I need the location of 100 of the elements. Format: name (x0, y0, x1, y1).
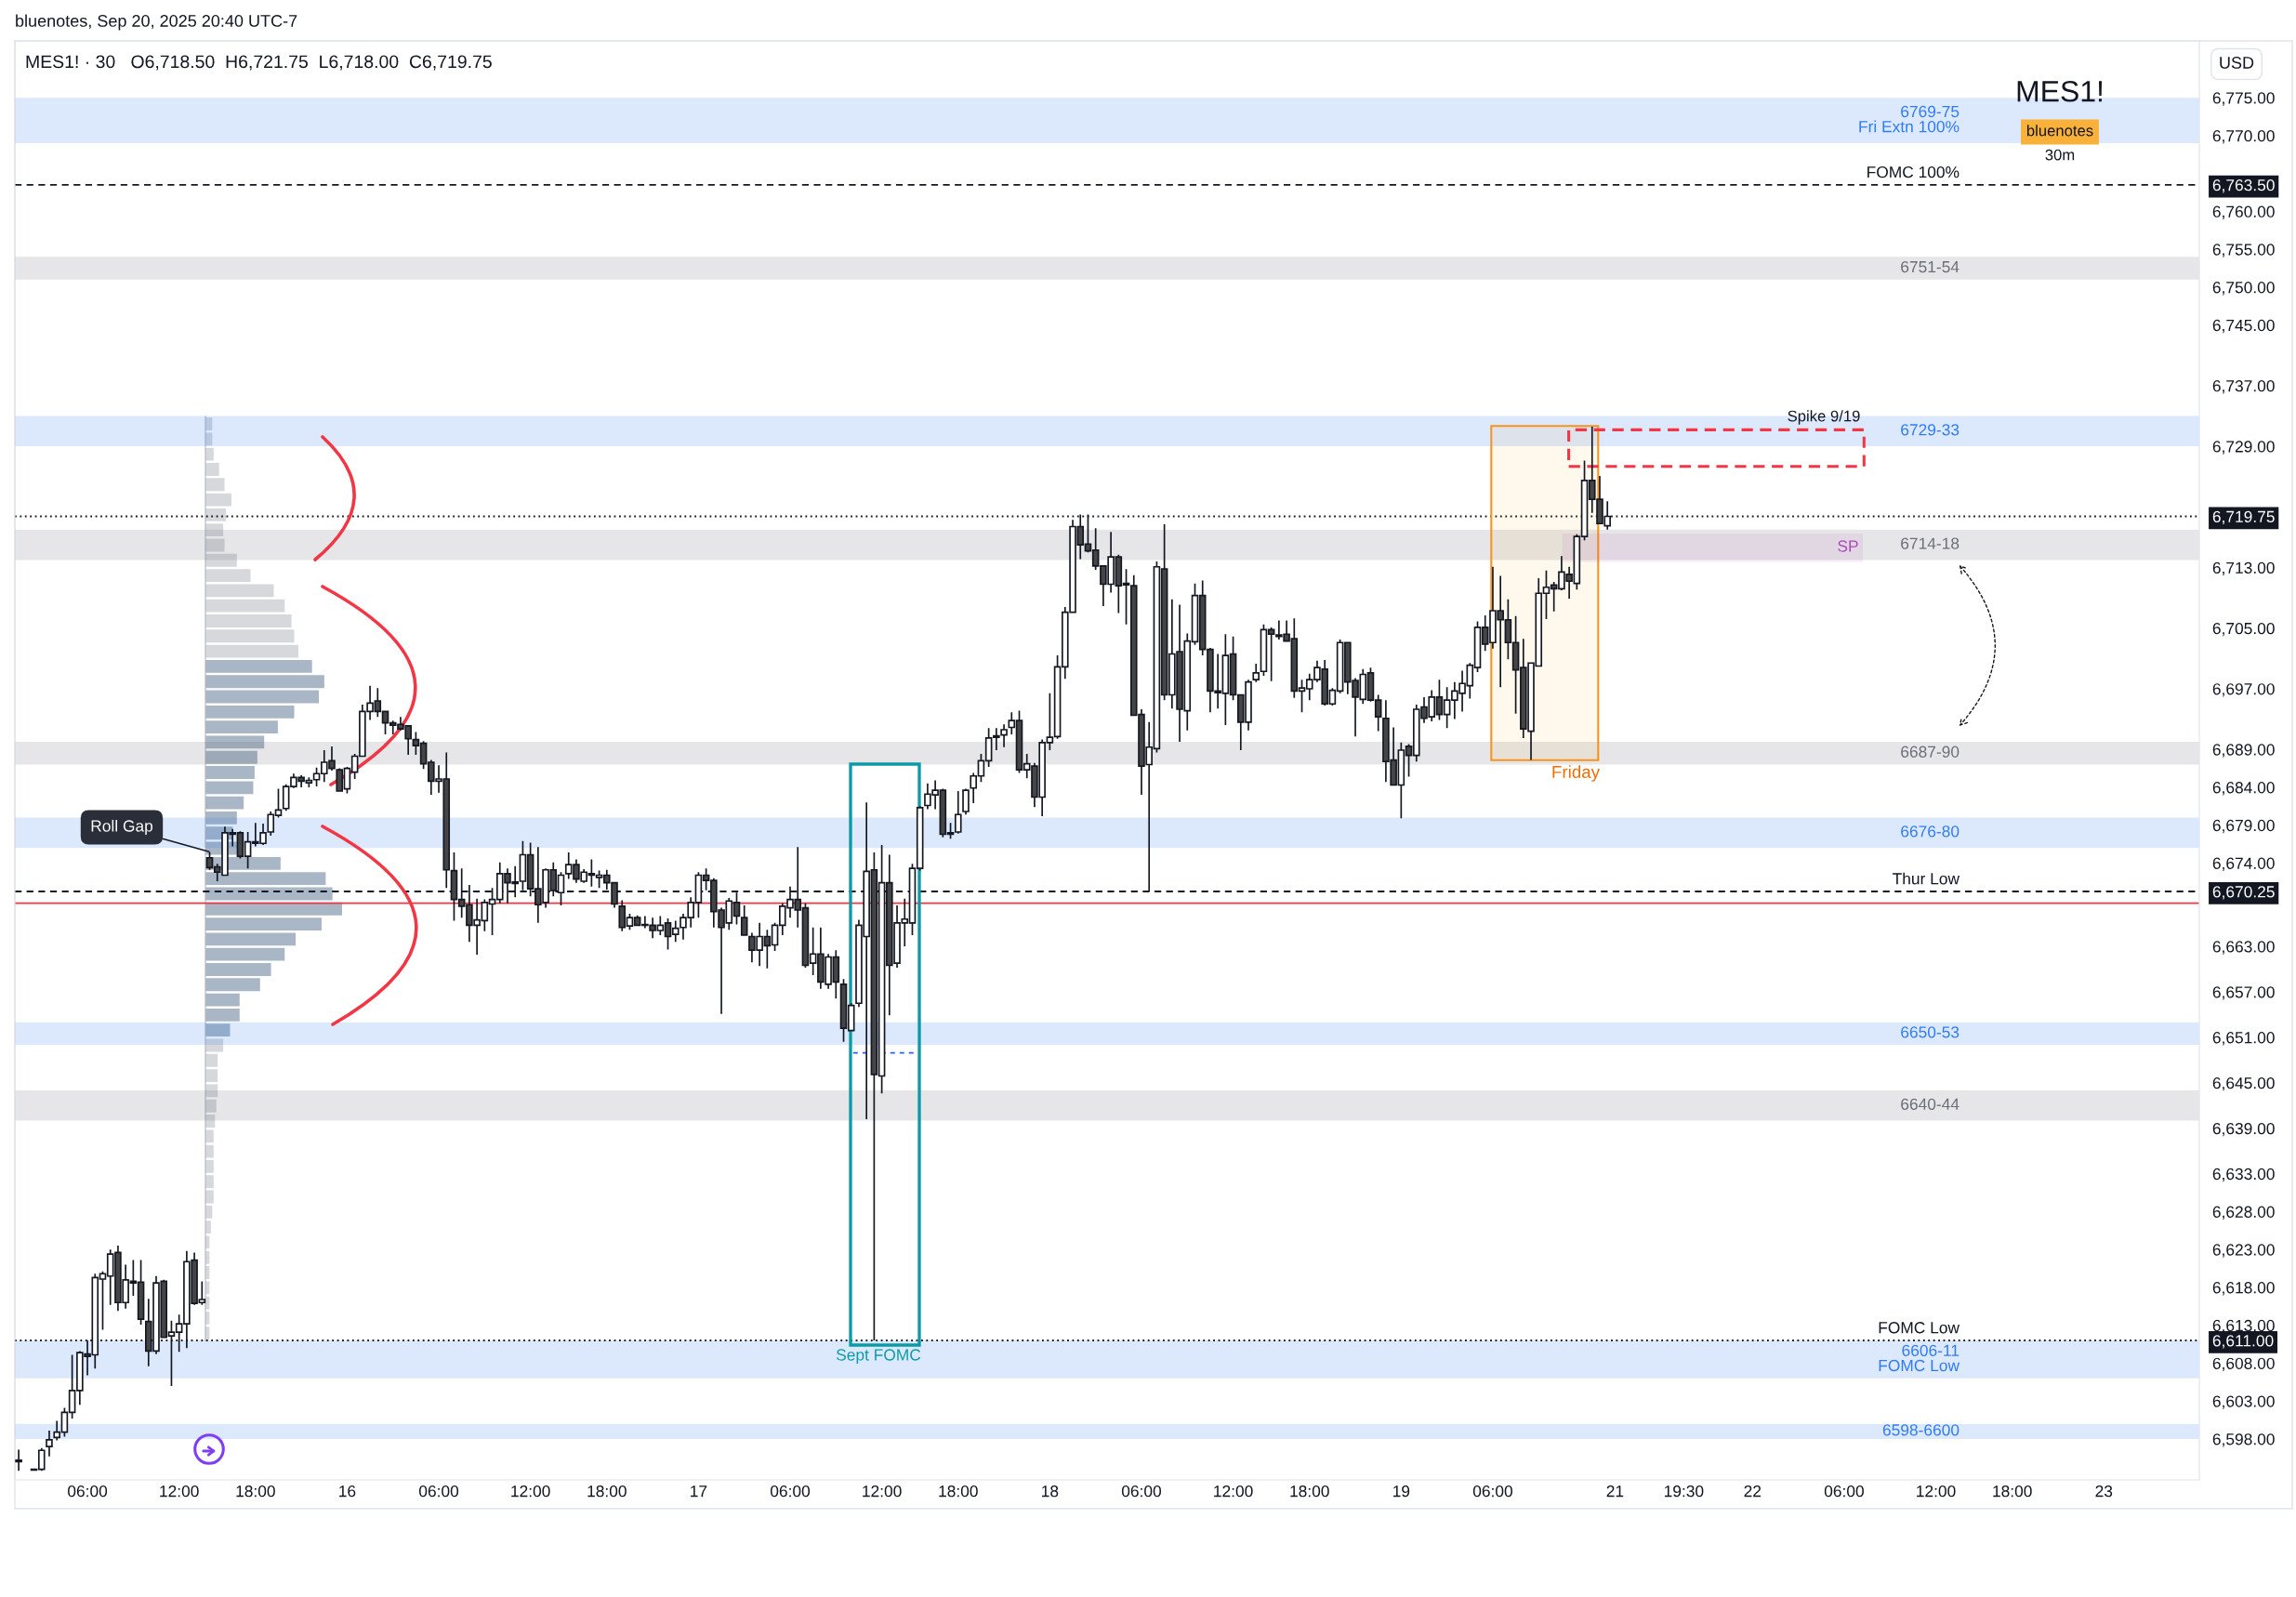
y-tick-label: 6,684.00 (2212, 782, 2275, 796)
x-tick-label: 12:00 (863, 1485, 902, 1498)
annotation: Roll Gap (91, 819, 153, 836)
x-tick-label: 18:00 (587, 1485, 627, 1498)
annotation: MES1! (2017, 80, 2103, 102)
annotation: Friday (1552, 765, 1601, 782)
x-tick-label: 06:00 (1121, 1485, 1162, 1498)
y-tick-label: 6,705.00 (2212, 622, 2275, 637)
bar (205, 1084, 218, 1098)
y-tick-label: 6,623.00 (2212, 1244, 2275, 1258)
candlestick (46, 1430, 53, 1458)
y-tick-label: 6,679.00 (2212, 819, 2275, 834)
x-tick-label: 06:00 (1472, 1485, 1512, 1498)
y-tick-label: 6,713.00 (2212, 561, 2275, 576)
x-tick-label: 06:00 (770, 1485, 811, 1498)
band-label: 6769-75 Fri Extn 100% (1859, 105, 1960, 133)
x-tick-label: 06:00 (68, 1485, 108, 1498)
y-tick-label: 6,755.00 (2212, 244, 2275, 257)
x-tick-label: 06:00 (1824, 1485, 1864, 1498)
y-tick-label: 6,737.00 (2212, 380, 2275, 394)
bar (205, 478, 225, 492)
y-tick-label: 6,608.00 (2212, 1357, 2275, 1371)
bar (205, 1053, 218, 1067)
candlestick (740, 904, 748, 936)
annotation: Spike 9/19 (1788, 410, 1860, 425)
y-tick-label: 6,603.00 (2212, 1395, 2275, 1409)
candlestick (962, 787, 970, 816)
y-tick-label: 6,670.25 (2212, 886, 2275, 900)
bar (205, 463, 219, 476)
bar (205, 493, 231, 507)
ref-line-label: FOMC 100% (1867, 165, 1960, 178)
bar (205, 553, 237, 567)
y-tick-label: 6,775.00 (2212, 92, 2275, 106)
x-tick-label: 16 (339, 1485, 356, 1498)
bar (205, 508, 227, 521)
x-tick-label: 18:00 (236, 1485, 275, 1498)
y-tick-label: 6,697.00 (2212, 683, 2275, 697)
bar (205, 584, 274, 598)
band-label: 6598-6600 (1882, 1424, 1960, 1436)
y-tick-label: 6,651.00 (2212, 1032, 2275, 1046)
y-tick-label: 6,763.50 (2212, 179, 2275, 193)
candlestick (1252, 663, 1260, 683)
bar (205, 629, 295, 643)
y-tick-label: 6,639.00 (2212, 1122, 2275, 1137)
band-label: 6687-90 (1901, 746, 1960, 758)
x-tick-label: 19:30 (1664, 1485, 1704, 1498)
x-tick-label: 12:00 (1917, 1485, 1956, 1498)
bar (205, 447, 214, 461)
x-tick-label: 21 (1606, 1485, 1624, 1498)
x-tick-label: 06:00 (418, 1485, 459, 1498)
y-tick-label: 6,719.75 (2212, 510, 2275, 525)
y-tick-label: 6,663.00 (2212, 941, 2275, 955)
y-axis-title: USD (2220, 57, 2254, 69)
y-tick-label: 6,611.00 (2212, 1335, 2274, 1349)
band-label: 6606-11 FOMC Low (1879, 1344, 1960, 1372)
band-label: 6650-53 (1901, 1026, 1960, 1038)
annotation: Sept FOMC (836, 1349, 921, 1365)
bar (205, 1129, 214, 1143)
bar (205, 1069, 218, 1083)
bar (205, 538, 225, 552)
x-tick-label: 22 (1744, 1485, 1762, 1498)
bar (205, 644, 298, 658)
annotation: 30m (2045, 149, 2075, 161)
y-tick-label: 6,633.00 (2212, 1168, 2275, 1182)
candlestick (15, 1448, 22, 1472)
x-tick-label: 18:00 (1290, 1485, 1329, 1498)
bar (205, 1099, 217, 1113)
annotation: SP (1838, 540, 1858, 552)
x-tick-label: 17 (691, 1485, 707, 1498)
y-tick-label: 6,760.00 (2212, 205, 2275, 219)
x-tick-label: 12:00 (160, 1485, 199, 1498)
y-tick-label: 6,750.00 (2212, 282, 2275, 296)
annotation: bluenotes (2026, 125, 2093, 137)
y-tick-label: 6,613.00 (2212, 1319, 2275, 1334)
y-tick-label: 6,618.00 (2212, 1282, 2275, 1296)
y-tick-label: 6,674.00 (2212, 857, 2275, 871)
band-label: 6714-18 (1901, 537, 1960, 549)
bar (205, 1159, 214, 1173)
y-tick-label: 6,628.00 (2212, 1206, 2275, 1220)
bar (205, 599, 285, 613)
bar (205, 1144, 214, 1158)
x-tick-label: 12:00 (511, 1485, 550, 1498)
x-tick-label: 18:00 (1993, 1485, 2032, 1498)
x-tick-label: 18:00 (939, 1485, 978, 1498)
x-tick-label: 23 (2095, 1485, 2113, 1498)
x-tick-label: 12:00 (1214, 1485, 1253, 1498)
y-tick-label: 6,745.00 (2212, 319, 2275, 334)
bar (205, 569, 251, 583)
x-tick-label: 19 (1393, 1485, 1410, 1498)
text: bluenotes, Sep 20, 2025 20:40 UTC-7 (16, 14, 297, 31)
y-tick-label: 6,645.00 (2212, 1077, 2275, 1091)
y-tick-label: 6,770.00 (2212, 130, 2275, 144)
y-tick-label: 6,689.00 (2212, 744, 2275, 758)
y-tick-label: 6,598.00 (2212, 1433, 2275, 1447)
text: MES1! · 30 O6,718.50 H6,721.75 L6,718.00 C6,719.75 (26, 55, 492, 71)
band-label: 6729-33 (1901, 424, 1960, 436)
band-label: 6751-54 (1901, 260, 1960, 273)
ref-line-label: Thur Low (1893, 872, 1960, 885)
x-tick-label: 18 (1042, 1485, 1059, 1498)
bar (205, 614, 292, 627)
